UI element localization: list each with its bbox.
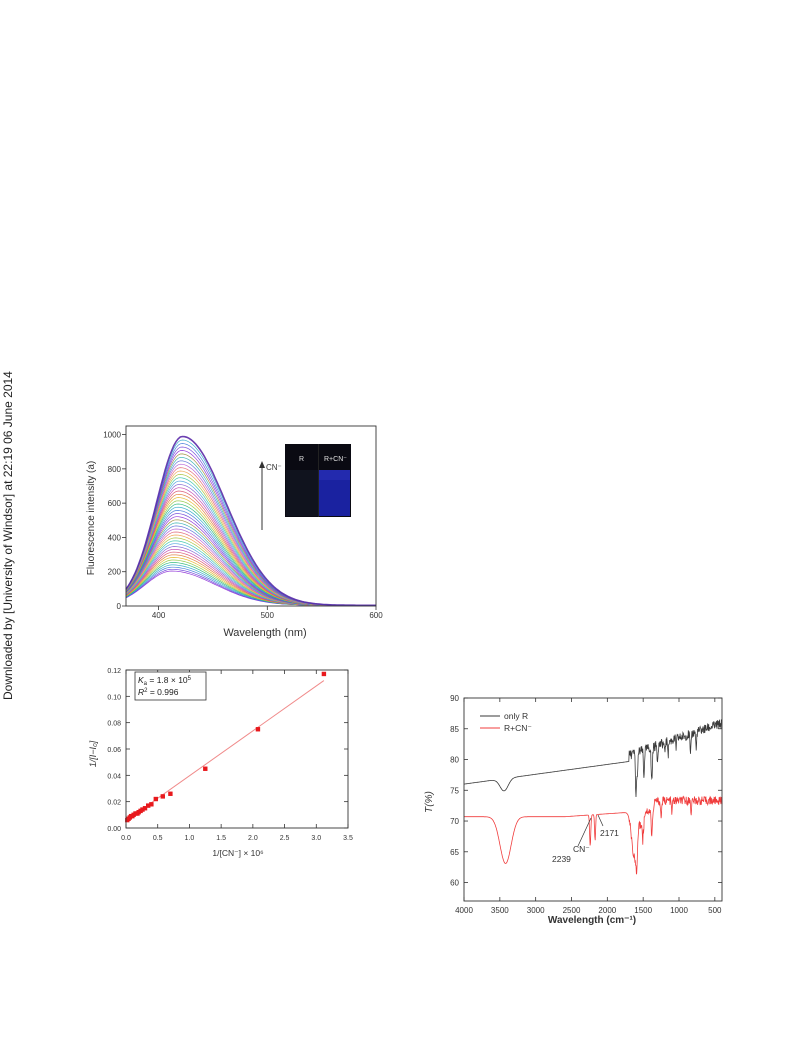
x-tick-label: 600 [369, 611, 383, 620]
y-tick-label: 400 [108, 533, 122, 542]
arrow-2171 [597, 814, 604, 827]
fluorescence-xlabel: Wavelength (nm) [223, 627, 306, 639]
ir-axes: 4000 3500 3000 2500 2000 1500 1000 500 60 65 70 75 8… [450, 694, 723, 915]
data-point [146, 803, 151, 808]
x-tick-label: 2500 [563, 906, 581, 915]
y-tick-label: 0.10 [107, 694, 121, 701]
inset-photo: R R+CN⁻ [285, 444, 351, 517]
emission-curve [125, 435, 376, 607]
y-tick-label: 0.00 [107, 826, 121, 833]
y-tick-label: 70 [450, 817, 459, 826]
y-tick-label: 85 [450, 725, 459, 734]
binding-constant-svg: 0.0 0.5 1.0 1.5 2.0 2.5 3.0 3.5 0.00 0.02 0.04 0.06… [88, 668, 353, 858]
label-cn: CN⁻ [573, 844, 590, 854]
x-tick-label: 1.5 [216, 835, 226, 842]
data-point [149, 802, 154, 807]
cn-arrow-label: CN⁻ [266, 463, 282, 472]
ir-spectrum-chart: 4000 3500 3000 2500 2000 1500 1000 500 60 65 70 75 8… [420, 690, 732, 930]
data-point [321, 671, 327, 677]
x-tick-label: 500 [261, 611, 275, 620]
ir-legend: only R R+CN⁻ [480, 711, 532, 733]
inset-label-r: R [299, 456, 304, 463]
y-tick-label: 80 [450, 756, 459, 765]
binding-axes: 0.0 0.5 1.0 1.5 2.0 2.5 3.0 3.5 0.00 0.02 0.04 0.06… [107, 668, 353, 842]
ir-series-lines [464, 719, 723, 875]
data-point [160, 794, 165, 799]
series-only-r [464, 719, 723, 798]
x-tick-label: 400 [152, 611, 166, 620]
data-point [255, 727, 261, 732]
y-tick-label: 200 [108, 568, 122, 577]
cn-arrow-head [259, 461, 265, 468]
binding-ylabel: 1/[I−I₀] [88, 740, 98, 767]
data-points-group [125, 671, 327, 823]
x-tick-label: 1500 [634, 906, 652, 915]
data-point [140, 807, 145, 812]
ir-ylabel: T(%) [424, 791, 435, 813]
fluorescence-curves [125, 435, 376, 607]
x-tick-label: 1.0 [185, 835, 195, 842]
data-point [153, 796, 159, 802]
y-tick-label: 75 [450, 786, 459, 795]
ka-text: Ka = 1.8 × 105 [138, 675, 192, 687]
x-tick-label: 2.0 [248, 835, 258, 842]
y-tick-label: 600 [108, 499, 122, 508]
legend-r-cn: R+CN⁻ [504, 723, 532, 733]
ir-xlabel: Wavelength (cm⁻¹) [548, 915, 636, 926]
plot-frame [125, 425, 377, 607]
series-r-cn [464, 795, 723, 875]
y-tick-label: 1000 [103, 431, 121, 440]
x-tick-label: 500 [708, 906, 722, 915]
ir-spectrum-svg: 4000 3500 3000 2500 2000 1500 1000 500 60 65 70 75 8… [424, 694, 723, 926]
y-tick-label: 800 [108, 465, 122, 474]
fit-line [125, 680, 325, 822]
arrow-cn [577, 817, 592, 847]
download-watermark: Downloaded by [University of Windsor] at… [1, 360, 17, 700]
x-tick-label: 3.5 [343, 835, 353, 842]
y-tick-label: 0.02 [107, 800, 121, 807]
data-point [168, 791, 173, 796]
y-tick-label: 90 [450, 694, 459, 703]
x-tick-label: 4000 [455, 906, 473, 915]
data-point [142, 806, 148, 811]
x-tick-label: 3.0 [311, 835, 321, 842]
legend-only-r: only R [504, 711, 528, 721]
y-tick-label: 60 [450, 879, 459, 888]
x-tick-label: 3500 [491, 906, 509, 915]
x-tick-label: 0.5 [153, 835, 163, 842]
inset-label-rcn: R+CN⁻ [324, 456, 347, 463]
y-tick-label: 0.08 [107, 721, 121, 728]
x-tick-label: 0.0 [121, 835, 131, 842]
x-tick-label: 2000 [598, 906, 616, 915]
r2-text: R2 = 0.996 [138, 687, 179, 697]
data-point [203, 766, 208, 771]
y-tick-label: 0.04 [107, 773, 121, 780]
x-tick-label: 2.5 [280, 835, 290, 842]
fluorescence-chart: 400 500 600 0 200 400 600 800 1000 CN⁻ R R+CN⁻ W… [80, 418, 390, 646]
binding-constant-chart: 0.0 0.5 1.0 1.5 2.0 2.5 3.0 3.5 0.00 0.02 0.04 0.06… [86, 666, 366, 862]
x-tick-label: 3000 [527, 906, 545, 915]
label-2171: 2171 [600, 828, 619, 838]
y-tick-label: 65 [450, 848, 459, 857]
watermark-text: Downloaded by [University of Windsor] at… [1, 371, 15, 700]
y-tick-label: 0 [117, 602, 122, 611]
binding-xlabel: 1/[CN⁻] × 10⁶ [212, 848, 263, 858]
fluorescence-ylabel: Fluorescence intensity (a) [86, 461, 97, 576]
fit-legend-box: Ka = 1.8 × 105 R2 = 0.996 [134, 671, 207, 701]
label-2239: 2239 [552, 854, 571, 864]
inset-vial-r [286, 470, 318, 516]
fluorescence-svg: 400 500 600 0 200 400 600 800 1000 CN⁻ R R+CN⁻ W… [86, 425, 383, 639]
x-tick-label: 1000 [670, 906, 688, 915]
fit-line-group [125, 680, 325, 822]
fluorescence-axes: 400 500 600 0 200 400 600 800 1000 [103, 425, 383, 620]
y-tick-label: 0.06 [107, 747, 121, 754]
y-tick-label: 0.12 [107, 668, 121, 675]
plot-frame [463, 697, 723, 902]
